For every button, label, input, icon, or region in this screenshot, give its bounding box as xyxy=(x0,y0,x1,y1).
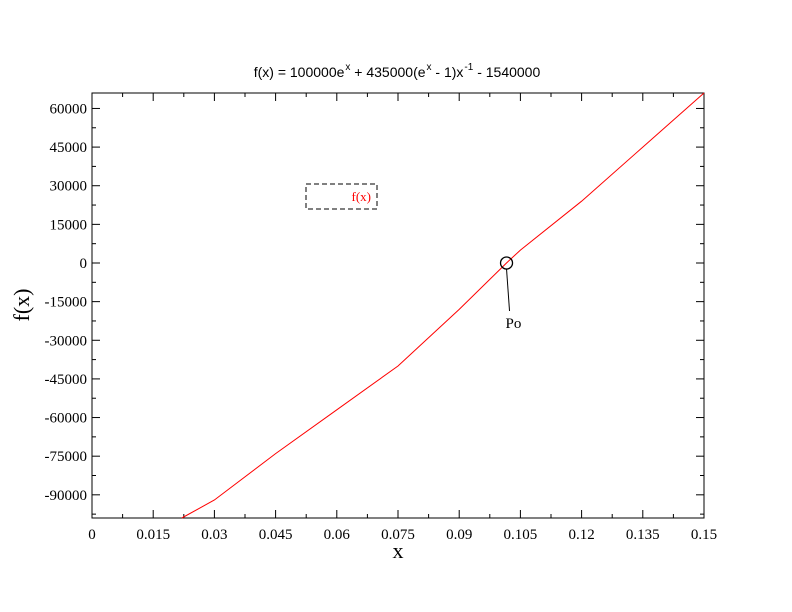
title-part: - 1)x xyxy=(432,64,464,80)
title-part: x xyxy=(345,62,350,73)
x-tick-label: 0 xyxy=(88,527,96,543)
legend-entry-label: f(x) xyxy=(352,189,372,204)
y-tick-label: 60000 xyxy=(50,101,88,117)
title-part: + 435000(e xyxy=(350,64,425,80)
series-line-fx xyxy=(181,92,705,519)
x-tick-label: 0.045 xyxy=(259,527,293,543)
title-part: f(x) = 100000e xyxy=(254,64,345,80)
annotation-group: Po xyxy=(499,256,522,332)
y-tick-label: 0 xyxy=(80,256,88,272)
legend: f(x) xyxy=(305,183,378,210)
y-tick-label: -15000 xyxy=(45,295,88,311)
chart-title: f(x) = 100000ex + 435000(ex - 1)x-1 - 15… xyxy=(254,62,541,80)
x-tick-label: 0.15 xyxy=(691,527,717,543)
title-part: x xyxy=(427,62,432,73)
y-tick-label: -60000 xyxy=(45,411,88,427)
x-tick-label: 0.135 xyxy=(626,527,660,543)
plot-frame xyxy=(91,92,705,519)
y-tick-label: -45000 xyxy=(45,372,88,388)
series-group xyxy=(181,92,705,519)
annotation-leader-line xyxy=(506,268,511,312)
x-axis-title: x xyxy=(393,538,404,563)
x-tick-label: 0.06 xyxy=(324,527,351,543)
axis-ticks xyxy=(91,93,705,518)
y-tick-label: -90000 xyxy=(45,488,88,504)
y-tick-label: 30000 xyxy=(50,179,88,195)
x-tick-labels: 0 0.015 0.03 0.045 0.06 0.075 0.09 0.105 0.12 0.1… xyxy=(88,527,717,543)
y-tick-label: -30000 xyxy=(45,333,88,349)
annotation-label: Po xyxy=(506,316,522,332)
title-part: - 1540000 xyxy=(473,64,540,80)
x-tick-label: 0.075 xyxy=(381,527,415,543)
y-axis-title: f(x) xyxy=(9,289,34,322)
x-tick-label: 0.03 xyxy=(201,527,227,543)
x-tick-label: 0.09 xyxy=(446,527,472,543)
y-tick-label: 45000 xyxy=(50,140,88,156)
title-part: -1 xyxy=(464,62,473,73)
y-tick-labels: 60000 45000 30000 15000 0 -15000 -30000 -45000 -… xyxy=(45,101,88,503)
y-tick-label: 15000 xyxy=(50,217,88,233)
x-tick-label: 0.12 xyxy=(568,527,594,543)
y-tick-label: -75000 xyxy=(45,449,88,465)
x-tick-label: 0.105 xyxy=(504,527,538,543)
legend-box xyxy=(305,183,378,210)
x-tick-label: 0.015 xyxy=(136,527,170,543)
